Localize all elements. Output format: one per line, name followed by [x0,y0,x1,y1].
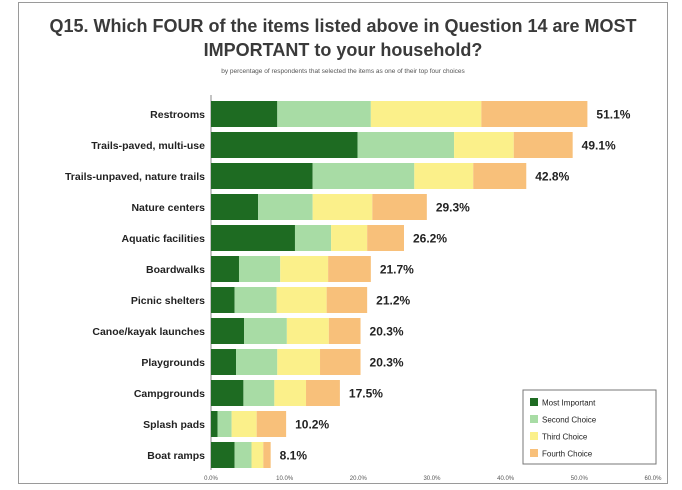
bar-boardwalks-third-choice [280,256,329,282]
legend-swatch-most-important [530,398,538,406]
total-label: 29.3% [436,201,470,215]
bar-trails-paved-multi-use-third-choice [454,132,514,158]
total-label: 21.2% [376,294,410,308]
bar-canoe-kayak-launches-second-choice [244,318,287,344]
bar-boardwalks-second-choice [238,256,281,282]
category-label: Nature centers [131,202,205,214]
bar-restrooms-second-choice [277,101,371,127]
legend-label-fourth-choice: Fourth Choice [542,450,593,459]
bar-boardwalks-most-important [211,256,239,282]
category-label: Restrooms [150,109,205,121]
bar-boat-ramps-fourth-choice [263,442,271,468]
bar-restrooms-most-important [211,101,278,127]
bar-campgrounds-third-choice [274,380,307,406]
x-tick-label: 60.0% [644,476,662,482]
bar-boat-ramps-third-choice [251,442,264,468]
bar-campgrounds-fourth-choice [306,380,340,406]
bar-trails-unpaved-nature-trails-fourth-choice [473,163,527,189]
bars-group [211,101,588,468]
category-label: Boat ramps [147,450,205,462]
bar-trails-paved-multi-use-most-important [211,132,358,158]
bar-boat-ramps-most-important [211,442,235,468]
x-tick-label: 30.0% [423,476,441,482]
bar-picnic-shelters-second-choice [234,287,277,313]
legend-label-third-choice: Third Choice [542,433,588,442]
bar-playgrounds-fourth-choice [320,349,361,375]
legend: Most Important Second Choice Third Choice F… [522,389,657,465]
bar-campgrounds-second-choice [243,380,275,406]
bar-trails-unpaved-nature-trails-second-choice [312,163,415,189]
labels-group: Restrooms 51.1% Trails-paved, multi-use 49.… [65,108,631,463]
x-tick-label: 20.0% [350,476,368,482]
bar-trails-paved-multi-use-fourth-choice [513,132,573,158]
total-label: 49.1% [582,139,616,153]
category-label: Trails-paved, multi-use [91,140,205,152]
legend-swatch-third-choice [530,432,538,440]
category-label: Picnic shelters [131,295,205,307]
bar-splash-pads-most-important [211,411,218,437]
bar-campgrounds-most-important [211,380,244,406]
x-tick-label: 40.0% [497,476,515,482]
total-label: 20.3% [370,325,404,339]
category-label: Boardwalks [146,264,205,276]
bar-aquatic-facilities-fourth-choice [367,225,404,251]
legend-label-second-choice: Second Choice [542,416,597,425]
bar-nature-centers-third-choice [312,194,373,220]
bar-splash-pads-fourth-choice [256,411,287,437]
legend-swatch-fourth-choice [530,449,538,457]
x-ticks-group: 0.0% 10.0% 20.0% 30.0% 40.0% 50.0% 60.0% [204,476,662,482]
total-label: 26.2% [413,232,447,246]
total-label: 42.8% [535,170,569,184]
bar-picnic-shelters-fourth-choice [326,287,368,313]
chart-title: Q15. Which FOUR of the items listed abov… [49,16,637,60]
bar-nature-centers-most-important [211,194,259,220]
bar-restrooms-fourth-choice [481,101,588,127]
bar-aquatic-facilities-second-choice [294,225,332,251]
bar-boat-ramps-second-choice [234,442,252,468]
total-label: 8.1% [280,449,308,463]
bar-trails-unpaved-nature-trails-most-important [211,163,313,189]
legend-label-most-important: Most Important [542,399,596,408]
bar-splash-pads-third-choice [231,411,257,437]
bar-aquatic-facilities-most-important [211,225,295,251]
legend-swatch-second-choice [530,415,538,423]
category-label: Playgrounds [141,357,205,369]
bar-picnic-shelters-most-important [211,287,235,313]
x-tick-label: 0.0% [204,476,218,482]
bar-canoe-kayak-launches-third-choice [286,318,329,344]
category-label: Trails-unpaved, nature trails [65,171,205,183]
chart-subtitle: by percentage of respondents that select… [221,68,465,75]
bar-playgrounds-second-choice [236,349,278,375]
bar-boardwalks-fourth-choice [328,256,371,282]
bar-aquatic-facilities-third-choice [331,225,368,251]
bar-picnic-shelters-third-choice [276,287,327,313]
bar-playgrounds-third-choice [277,349,321,375]
category-label: Aquatic facilities [122,233,206,245]
category-label: Campgrounds [134,388,205,400]
bar-playgrounds-most-important [211,349,237,375]
bar-restrooms-third-choice [370,101,482,127]
total-label: 10.2% [295,418,329,432]
total-label: 51.1% [596,108,630,122]
bar-splash-pads-second-choice [217,411,232,437]
bar-nature-centers-fourth-choice [372,194,427,220]
bar-canoe-kayak-launches-fourth-choice [328,318,361,344]
category-label: Canoe/kayak launches [92,326,205,338]
bar-nature-centers-second-choice [258,194,313,220]
total-label: 21.7% [380,263,414,277]
total-label: 20.3% [370,356,404,370]
bar-trails-paved-multi-use-second-choice [357,132,455,158]
bar-canoe-kayak-launches-most-important [211,318,245,344]
category-label: Splash pads [143,419,205,431]
x-tick-label: 10.0% [276,476,294,482]
total-label: 17.5% [349,387,383,401]
bar-trails-unpaved-nature-trails-third-choice [414,163,474,189]
x-tick-label: 50.0% [571,476,589,482]
legend-box [522,389,657,465]
